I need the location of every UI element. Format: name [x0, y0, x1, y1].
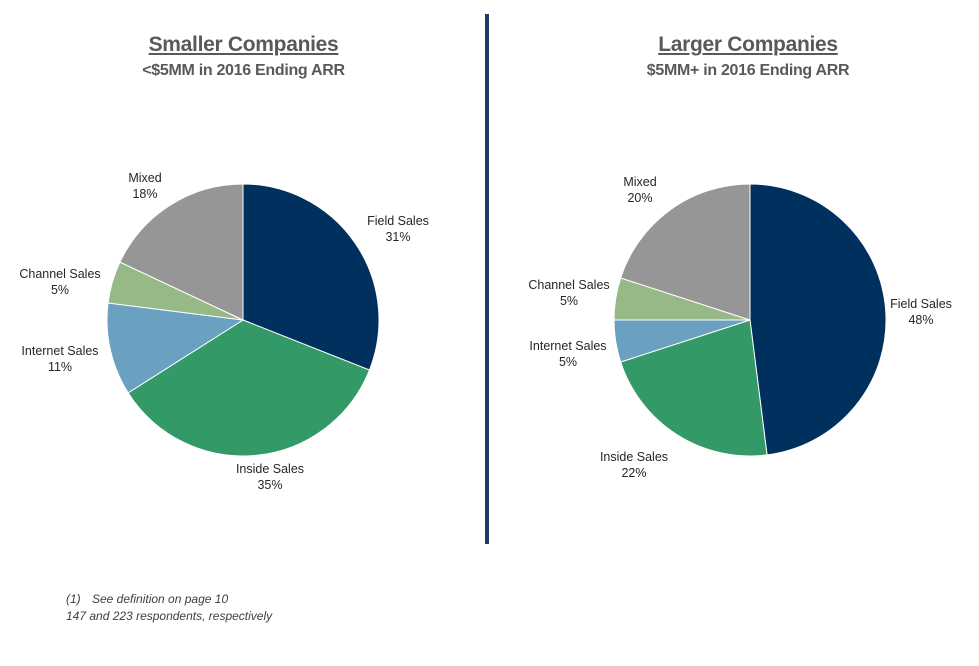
chart-larger-companies: Larger Companies $5MM+ in 2016 Ending AR…: [489, 0, 978, 560]
chart-title: Smaller Companies: [148, 33, 339, 56]
slice-label-value: 5%: [559, 355, 577, 369]
slice-label-value: 18%: [132, 187, 157, 201]
vertical-divider: [485, 14, 489, 544]
slice-label-mixed: Mixed 20%: [623, 175, 656, 205]
slice-label-name: Inside Sales: [236, 462, 304, 476]
chart-smaller-companies: Smaller Companies <$5MM in 2016 Ending A…: [0, 0, 489, 560]
slice-label-value: 31%: [385, 230, 410, 244]
slice-label-value: 35%: [257, 478, 282, 492]
slice-label-internet-sales: Internet Sales 5%: [529, 339, 606, 369]
slice-label-channel-sales: Channel Sales 5%: [528, 278, 609, 308]
pie-slice-internet-sales: [106, 302, 245, 394]
pie-slice-mixed: [119, 183, 244, 321]
slice-label-name: Mixed: [128, 171, 161, 185]
slice-label-internet-sales: Internet Sales 11%: [21, 344, 98, 374]
pie-chart-larger: Field Sales 48% Inside Sales 22% Internet Sa…: [528, 175, 952, 480]
pie-slice-inside-sales: [620, 319, 768, 457]
slice-label-value: 20%: [627, 191, 652, 205]
slice-label-name: Channel Sales: [528, 278, 609, 292]
slice-label-mixed: Mixed 18%: [128, 171, 161, 201]
chart-subtitle: <$5MM in 2016 Ending ARR: [142, 62, 345, 79]
pie-slice-field-sales: [242, 183, 380, 371]
footnote-respondents: 147 and 223 respondents, respectively: [66, 609, 273, 623]
footnote-marker: (1): [66, 592, 81, 606]
slice-label-field-sales: Field Sales 31%: [367, 214, 429, 244]
slice-label-value: 5%: [51, 283, 69, 297]
footnotes: (1) See definition on page 10 147 and 223…: [66, 591, 272, 625]
chart-subtitle: $5MM+ in 2016 Ending ARR: [646, 62, 850, 79]
slice-label-field-sales: Field Sales 48%: [890, 297, 952, 327]
slice-label-inside-sales: Inside Sales 22%: [600, 450, 668, 480]
pie-chart-smaller: Field Sales 31% Inside Sales 35% Internet Sa…: [19, 171, 429, 492]
slice-label-name: Mixed: [623, 175, 656, 189]
pie-slice-mixed: [620, 183, 751, 321]
footnote-text: See definition on page 10: [92, 592, 229, 606]
pie-slice-field-sales: [749, 183, 887, 456]
slice-label-value: 11%: [48, 360, 72, 374]
slice-label-name: Field Sales: [890, 297, 952, 311]
slice-label-name: Inside Sales: [600, 450, 668, 464]
slice-label-value: 5%: [560, 294, 578, 308]
slice-label-name: Internet Sales: [529, 339, 606, 353]
slice-label-name: Channel Sales: [19, 267, 100, 281]
slice-label-name: Field Sales: [367, 214, 429, 228]
chart-title: Larger Companies: [658, 33, 838, 56]
pie-slice-inside-sales: [127, 319, 371, 457]
slice-label-inside-sales: Inside Sales 35%: [236, 462, 304, 492]
slice-label-name: Internet Sales: [21, 344, 98, 358]
slice-label-channel-sales: Channel Sales 5%: [19, 267, 100, 297]
footnote-definition: (1) See definition on page 10: [66, 591, 272, 608]
slice-label-value: 48%: [908, 313, 933, 327]
slice-label-value: 22%: [621, 466, 646, 480]
